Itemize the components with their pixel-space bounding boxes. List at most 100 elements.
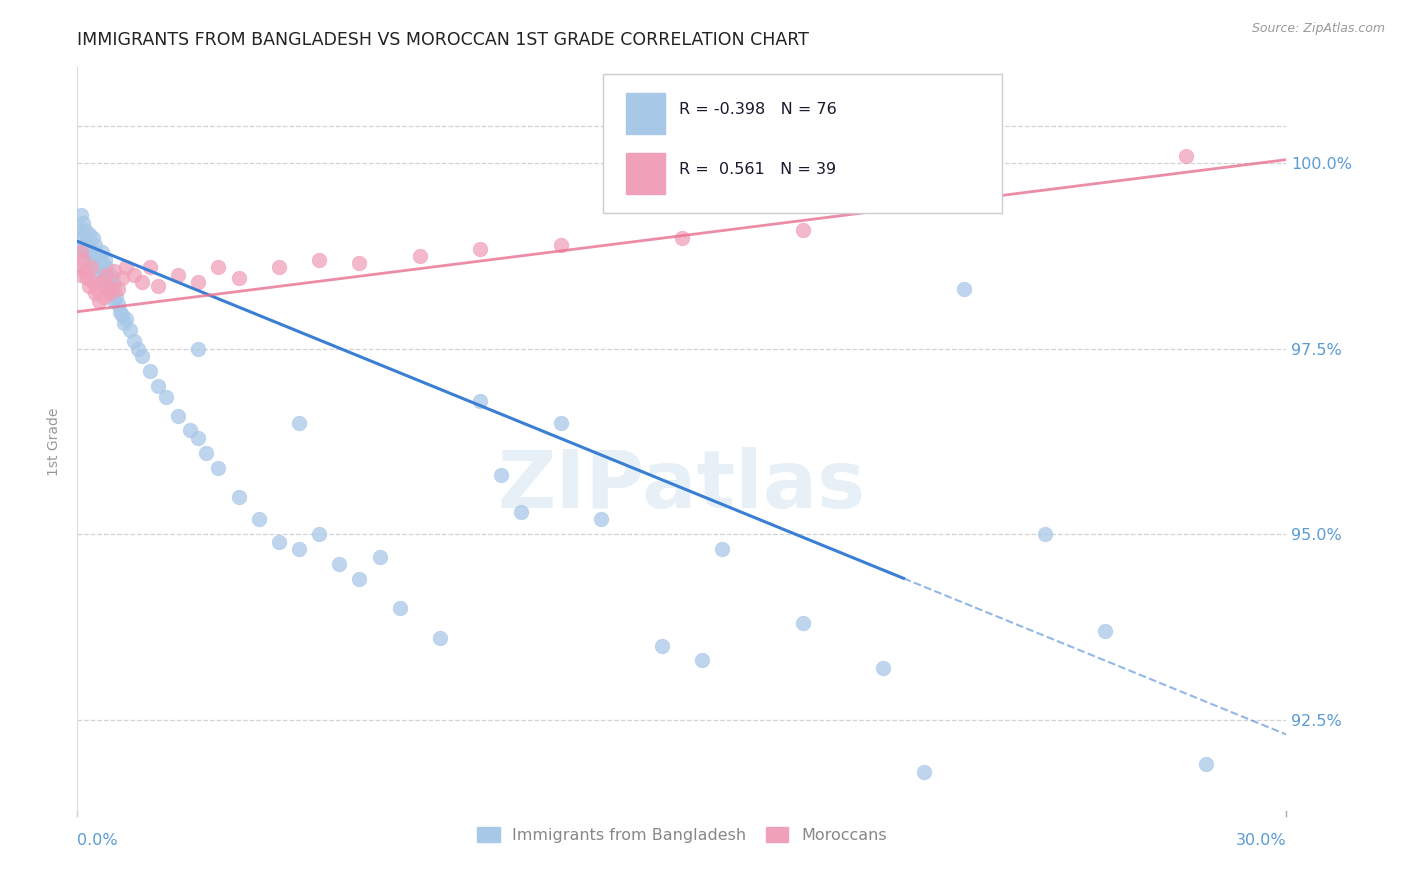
Point bbox=[247, 512, 270, 526]
Point bbox=[82, 249, 104, 263]
Point bbox=[96, 260, 118, 275]
Point bbox=[86, 283, 108, 297]
Point bbox=[112, 316, 135, 330]
Point bbox=[139, 260, 162, 275]
Point bbox=[308, 252, 330, 267]
Point bbox=[100, 286, 122, 301]
Point bbox=[288, 416, 311, 430]
Point bbox=[98, 286, 121, 301]
Point bbox=[73, 238, 96, 252]
Point bbox=[67, 260, 90, 275]
Point bbox=[651, 639, 673, 653]
Point bbox=[308, 527, 330, 541]
Point bbox=[792, 223, 814, 237]
Point bbox=[91, 245, 114, 260]
Point bbox=[84, 238, 107, 252]
Point bbox=[470, 242, 492, 256]
Point bbox=[207, 260, 229, 275]
Point bbox=[100, 283, 122, 297]
Point bbox=[101, 275, 124, 289]
Point bbox=[87, 249, 110, 263]
Point bbox=[122, 334, 145, 349]
Point bbox=[470, 393, 492, 408]
Point bbox=[195, 445, 218, 459]
Point bbox=[72, 252, 94, 267]
Point bbox=[912, 764, 935, 779]
Point bbox=[349, 256, 371, 270]
Point bbox=[93, 264, 115, 278]
Point bbox=[146, 379, 169, 393]
Point bbox=[107, 297, 129, 311]
Point bbox=[690, 653, 713, 667]
Text: R = -0.398   N = 76: R = -0.398 N = 76 bbox=[679, 102, 837, 117]
Point bbox=[489, 467, 512, 482]
Point bbox=[80, 242, 103, 256]
Point bbox=[114, 312, 136, 326]
Point bbox=[107, 283, 129, 297]
Point bbox=[122, 268, 145, 282]
Point bbox=[75, 223, 97, 237]
Point bbox=[89, 293, 111, 308]
Point bbox=[368, 549, 391, 564]
Point bbox=[75, 245, 97, 260]
Point bbox=[127, 342, 149, 356]
Point bbox=[139, 364, 162, 378]
Point bbox=[67, 223, 90, 237]
Point bbox=[429, 631, 451, 645]
Point bbox=[187, 342, 209, 356]
Point bbox=[98, 268, 121, 282]
Point bbox=[93, 252, 115, 267]
Point bbox=[90, 275, 112, 289]
Point bbox=[711, 542, 734, 557]
Point bbox=[114, 260, 136, 275]
Point bbox=[187, 431, 209, 445]
Text: 30.0%: 30.0% bbox=[1236, 832, 1286, 847]
Point bbox=[69, 245, 91, 260]
Point bbox=[77, 227, 100, 241]
Point bbox=[792, 616, 814, 631]
Point bbox=[288, 542, 311, 557]
Point bbox=[82, 230, 104, 244]
Y-axis label: 1st Grade: 1st Grade bbox=[48, 408, 62, 475]
Point bbox=[72, 216, 94, 230]
Text: 0.0%: 0.0% bbox=[77, 832, 118, 847]
Point bbox=[84, 286, 107, 301]
Point bbox=[100, 278, 122, 293]
Point bbox=[409, 249, 432, 263]
Point bbox=[111, 309, 134, 323]
Text: ZIPatlas: ZIPatlas bbox=[498, 448, 866, 525]
FancyBboxPatch shape bbox=[603, 74, 1002, 213]
Point bbox=[228, 271, 250, 285]
Point bbox=[108, 304, 131, 318]
Point bbox=[70, 268, 93, 282]
Point bbox=[82, 275, 104, 289]
Point bbox=[118, 323, 141, 337]
Point bbox=[76, 234, 98, 248]
Point bbox=[671, 230, 693, 244]
Point bbox=[267, 260, 290, 275]
Point bbox=[167, 409, 190, 423]
Point bbox=[328, 557, 350, 571]
Text: R =  0.561   N = 39: R = 0.561 N = 39 bbox=[679, 162, 837, 177]
Bar bbox=[626, 153, 665, 194]
Point bbox=[349, 572, 371, 586]
Point bbox=[591, 512, 613, 526]
Point bbox=[207, 460, 229, 475]
Legend: Immigrants from Bangladesh, Moroccans: Immigrants from Bangladesh, Moroccans bbox=[471, 821, 893, 849]
Point bbox=[94, 271, 117, 285]
Point bbox=[89, 268, 111, 282]
Point bbox=[146, 278, 169, 293]
Point bbox=[103, 283, 125, 297]
Point bbox=[69, 208, 91, 222]
Point bbox=[1174, 149, 1197, 163]
Point bbox=[228, 490, 250, 504]
Point bbox=[1094, 624, 1116, 638]
Point bbox=[86, 260, 108, 275]
Point bbox=[131, 349, 153, 363]
Point bbox=[90, 256, 112, 270]
Text: IMMIGRANTS FROM BANGLADESH VS MOROCCAN 1ST GRADE CORRELATION CHART: IMMIGRANTS FROM BANGLADESH VS MOROCCAN 1… bbox=[77, 31, 810, 49]
Point bbox=[76, 271, 98, 285]
Point bbox=[79, 278, 101, 293]
Point bbox=[103, 264, 125, 278]
Point bbox=[80, 260, 103, 275]
